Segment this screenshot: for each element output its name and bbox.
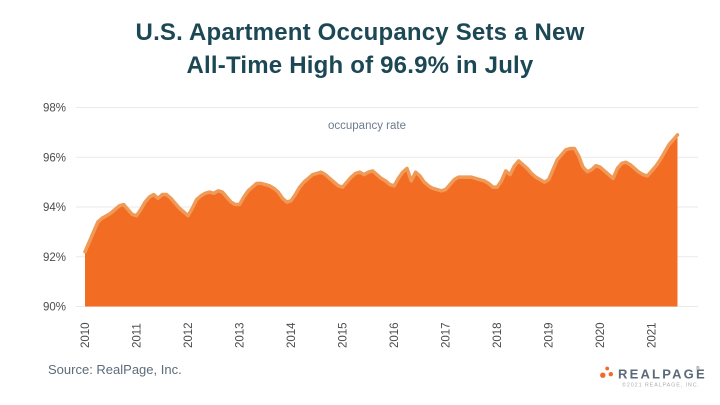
realpage-logo-text: REALPAGE (618, 367, 707, 382)
realpage-copyright: ©2021 REALPAGE, INC. (622, 382, 700, 389)
x-axis-label: 2018 (492, 322, 504, 348)
occupancy-area (85, 134, 678, 307)
realpage-logo: REALPAGE ® ©2021 REALPAGE, INC. (600, 365, 707, 389)
occupancy-area-chart: 90% 92% 94% 96% 98% 2010 2011 2012 2013 2014 2015 2… (43, 103, 698, 348)
y-axis-label: 90% (43, 302, 66, 314)
y-axis-label: 96% (43, 152, 66, 164)
occupancy-chart: 90% 92% 94% 96% 98% 2010 2011 2012 2013 2014 2015 2… (0, 92, 720, 372)
x-axis-label: 2021 (647, 322, 659, 348)
x-axis-label: 2019 (544, 322, 556, 348)
x-axis-label: 2013 (235, 322, 247, 348)
y-axis-label: 92% (43, 252, 66, 264)
x-axis-label: 2017 (441, 322, 453, 348)
x-axis-label: 2020 (595, 322, 607, 348)
x-axis-label: 2010 (80, 322, 92, 348)
x-axis-label: 2016 (389, 322, 401, 348)
source-credit: Source: RealPage, Inc. (48, 362, 182, 377)
page-title-line2: All-Time High of 96.9% in July (186, 52, 534, 79)
occupancy-line (83, 133, 680, 254)
series-label: occupancy rate (328, 120, 406, 132)
y-axis-label: 98% (43, 103, 66, 115)
page-title: U.S. Apartment Occupancy Sets a New All-… (0, 16, 720, 82)
realpage-reg-mark: ® (696, 365, 700, 372)
y-axis-label: 94% (43, 202, 66, 214)
x-axis-label: 2014 (286, 322, 298, 348)
x-axis-label: 2011 (132, 323, 144, 348)
page-title-line1: U.S. Apartment Occupancy Sets a New (135, 19, 585, 46)
realpage-logo-dots-icon (600, 366, 613, 378)
x-axis-label: 2012 (183, 322, 195, 348)
x-axis-label: 2015 (338, 322, 350, 348)
